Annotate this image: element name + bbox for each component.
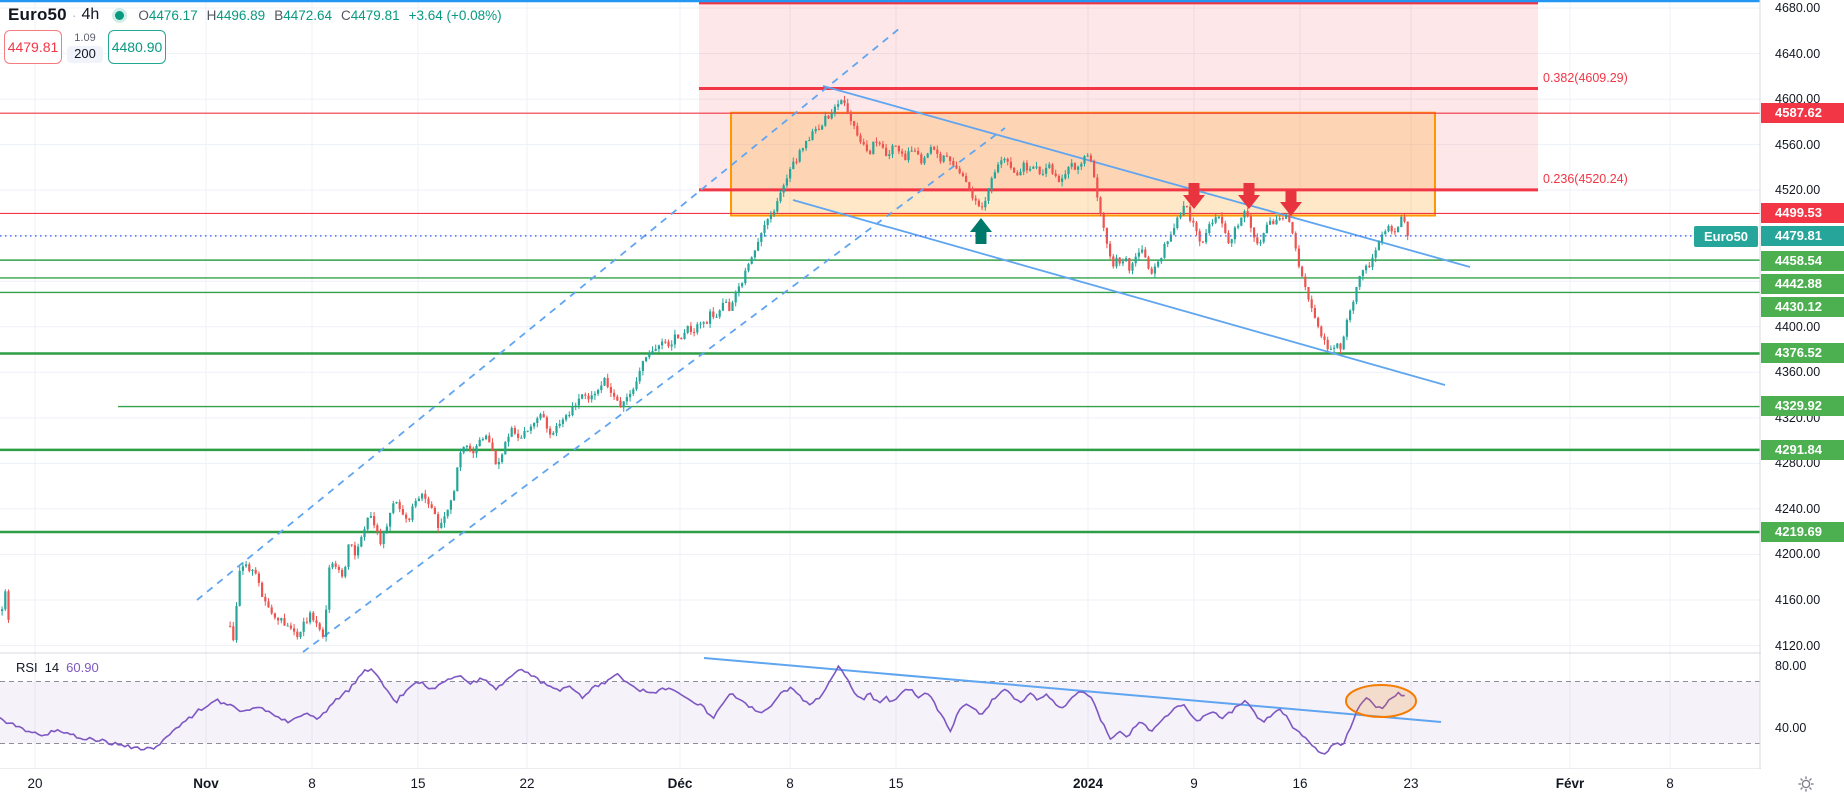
sell-signal-arrow[interactable] xyxy=(1238,183,1260,209)
trade-panel: 4479.81 1.09 200 4480.90 xyxy=(4,30,166,64)
rsi-highlight-ellipse[interactable] xyxy=(1345,684,1417,718)
ascending-channel-line xyxy=(302,127,1006,653)
price-tick-label: 4680.00 xyxy=(1775,1,1821,15)
rsi-tick-label: 80.00 xyxy=(1775,659,1807,673)
time-tick-label: 8 xyxy=(786,776,794,791)
price-level-badge: 4329.92 xyxy=(1761,396,1844,416)
rsi-name: RSI xyxy=(16,660,38,675)
time-tick-label: 15 xyxy=(888,776,904,791)
quantity-field[interactable]: 200 xyxy=(67,46,103,63)
fib-retracement-zone[interactable] xyxy=(699,1,1538,190)
fib-level-label: 0.236(4520.24) xyxy=(1543,171,1628,186)
price-tick-label: 4400.00 xyxy=(1775,319,1821,334)
symbol-title[interactable]: Euro50 xyxy=(8,5,67,24)
time-tick-label: 8 xyxy=(308,776,316,791)
rsi-band xyxy=(0,681,1760,744)
price-tick-label: 4360.00 xyxy=(1775,365,1821,380)
rsi-trendline[interactable] xyxy=(703,657,1442,723)
time-settings-gear-icon[interactable] xyxy=(1796,774,1816,794)
price-level-badge: 4430.12 xyxy=(1761,297,1844,317)
rsi-value: 60.90 xyxy=(66,660,99,675)
ohlc-item-label: O xyxy=(138,7,149,23)
price-tick-label: 4120.00 xyxy=(1775,638,1821,653)
ohlc-item-value: 4496.89 xyxy=(216,7,266,23)
sell-signal-arrow[interactable] xyxy=(1183,183,1205,209)
ohlc-item: C4479.81 xyxy=(341,8,400,23)
buy-signal-arrow[interactable] xyxy=(970,218,992,244)
ohlc-item: B4472.64 xyxy=(274,8,332,23)
price-tick-label: 4600.00 xyxy=(1775,92,1821,107)
rsi-line xyxy=(0,664,1405,755)
sell-button[interactable]: 4479.81 xyxy=(4,30,62,64)
rsi-period: 14 xyxy=(44,660,60,675)
chart-legend: Euro50 · 4h O4476.17 H4496.89 B4472.64 C447… xyxy=(8,5,502,25)
time-tick-label: 20 xyxy=(27,776,43,791)
market-status-dot xyxy=(115,10,125,20)
price-level-badge: 4442.88 xyxy=(1761,274,1844,294)
time-tick-label: Févr xyxy=(1555,776,1585,791)
ohlc-item: H4496.89 xyxy=(207,8,266,23)
time-tick-label: 22 xyxy=(519,776,535,791)
ascending-channel-line xyxy=(196,27,901,601)
price-level-badge: 4479.81 xyxy=(1761,226,1844,246)
gridlines xyxy=(0,0,1760,769)
time-tick-label: 23 xyxy=(1403,776,1419,791)
price-tick-label: 4200.00 xyxy=(1775,547,1821,562)
buy-button[interactable]: 4480.90 xyxy=(108,30,166,64)
descending-channel-line xyxy=(822,85,1471,268)
price-tick-label: 4520.00 xyxy=(1775,183,1821,198)
ohlc-values: O4476.17 H4496.89 B4472.64 C4479.81 xyxy=(138,8,399,23)
legend-separator: · xyxy=(71,7,77,23)
ohlc-item-value: 4472.64 xyxy=(283,7,333,23)
trendlines[interactable] xyxy=(196,27,1471,653)
time-tick-label: Déc xyxy=(667,776,693,791)
ohlc-item-label: C xyxy=(341,7,351,23)
price-tick-label: 4160.00 xyxy=(1775,593,1821,607)
ohlc-item-label: B xyxy=(274,7,284,23)
candlestick-series xyxy=(1,95,1409,643)
symbol-price-badge: Euro50 xyxy=(1694,226,1758,247)
price-axis[interactable]: 4680.00 4640.00 4600.00 4560.00 4520.00 4400.… xyxy=(1761,0,1844,769)
time-tick-label: 16 xyxy=(1292,776,1308,791)
ohlc-item-label: H xyxy=(206,7,217,23)
time-axis[interactable]: 20 Nov 8 15 22 Déc 8 15 2024 9 16 23 Févr 8 xyxy=(0,769,1844,802)
descending-channel-line xyxy=(792,199,1446,386)
spread-value: 1.09 xyxy=(74,32,96,44)
fib-level-label: 0.382(4609.29) xyxy=(1543,70,1628,85)
time-tick-label: 15 xyxy=(410,776,426,791)
rsi-line-group xyxy=(0,664,1405,755)
spread-quantity-column: 1.09 200 xyxy=(62,30,108,64)
price-level-badge: 4291.84 xyxy=(1761,440,1844,460)
rsi-tick-label: 40.00 xyxy=(1775,721,1807,735)
rsi-indicator-legend[interactable]: RSI 14 60.90 xyxy=(16,660,99,675)
price-tick-label: 4560.00 xyxy=(1775,137,1821,152)
time-tick-label: 8 xyxy=(1666,776,1674,791)
price-level-badge: 4499.53 xyxy=(1761,203,1844,223)
change-value: +3.64 (+0.08%) xyxy=(408,7,502,23)
price-level-badge: 4458.54 xyxy=(1761,251,1844,271)
time-tick-label: 2024 xyxy=(1072,776,1104,791)
price-level-badge: 4219.69 xyxy=(1761,522,1844,542)
supply-zone-box[interactable] xyxy=(730,111,1436,217)
price-tick-label: 4640.00 xyxy=(1775,46,1821,61)
ohlc-item-value: 4479.81 xyxy=(350,7,400,23)
ohlc-item: O4476.17 xyxy=(138,8,197,23)
time-tick-label: 9 xyxy=(1190,776,1198,791)
sell-signal-arrow[interactable] xyxy=(1280,190,1302,216)
ohlc-item-value: 4476.17 xyxy=(148,7,198,23)
price-level-badge: 4376.52 xyxy=(1761,343,1844,363)
time-tick-label: Nov xyxy=(193,776,219,791)
price-level-badge: 4587.62 xyxy=(1761,103,1844,123)
price-tick-label: 4240.00 xyxy=(1775,501,1821,516)
interval-label[interactable]: 4h xyxy=(81,6,100,23)
